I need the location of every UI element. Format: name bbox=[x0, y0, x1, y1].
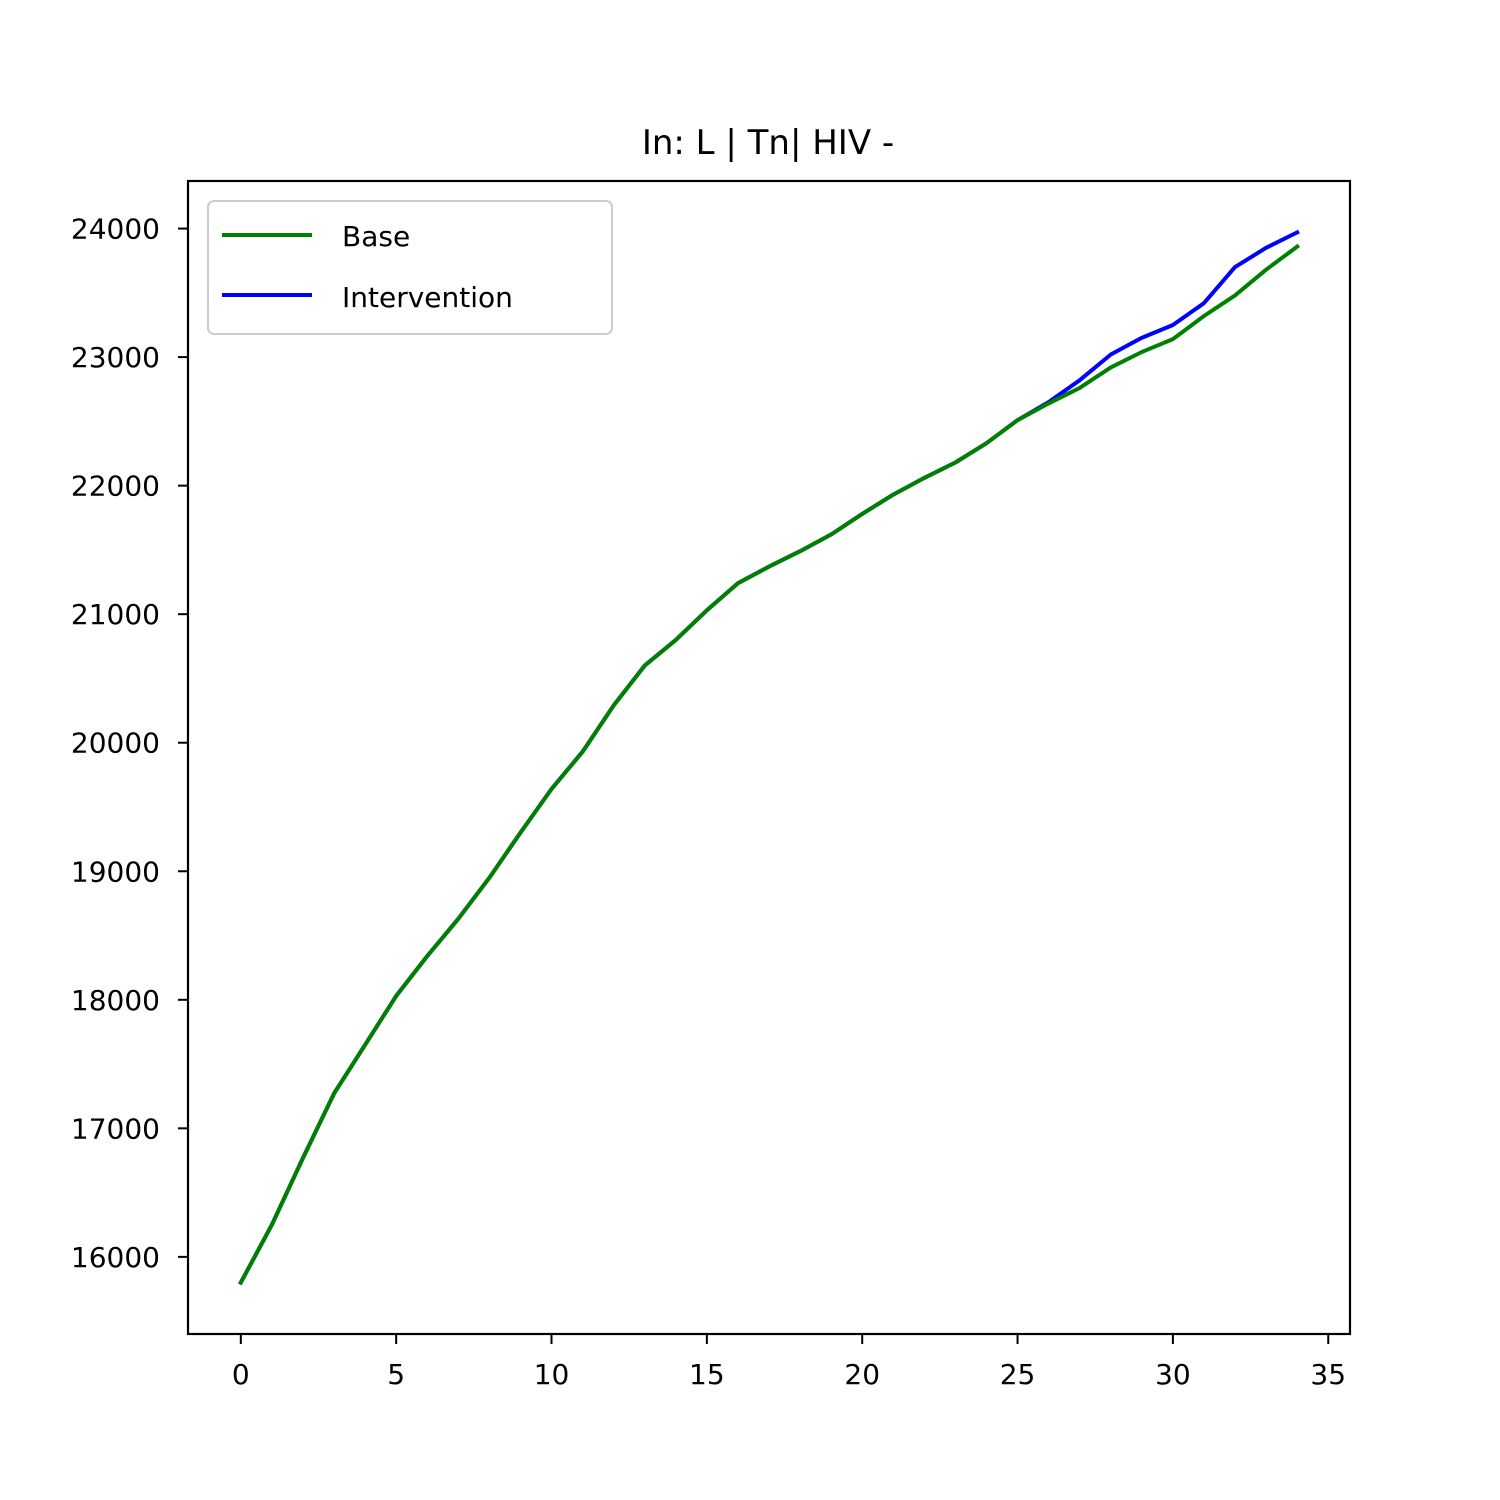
x-axis: 0 5 10 15 20 25 30 35 bbox=[232, 1334, 1346, 1391]
x-tick-label-25: 25 bbox=[1000, 1358, 1036, 1391]
y-tick-label-23000: 23000 bbox=[71, 341, 160, 374]
series-line-intervention bbox=[238, 229, 1300, 1286]
chart-title: In: L | Tn| HIV - bbox=[642, 123, 894, 163]
legend-label-base: Base bbox=[342, 220, 410, 253]
legend-label-intervention: Intervention bbox=[342, 281, 513, 314]
series-line-base bbox=[238, 243, 1300, 1286]
series-layer bbox=[238, 229, 1300, 1286]
plot-area-frame bbox=[186, 179, 1352, 1336]
x-tick-label-5: 5 bbox=[387, 1358, 405, 1391]
y-tick-label-21000: 21000 bbox=[71, 598, 160, 631]
y-axis: 16000 17000 18000 19000 20000 21000 22000 23000… bbox=[71, 213, 188, 1274]
x-tick-label-0: 0 bbox=[232, 1358, 250, 1391]
y-tick-label-22000: 22000 bbox=[71, 470, 160, 503]
y-tick-label-19000: 19000 bbox=[71, 855, 160, 888]
x-tick-label-20: 20 bbox=[844, 1358, 880, 1391]
y-tick-label-16000: 16000 bbox=[71, 1241, 160, 1274]
x-tick-label-10: 10 bbox=[534, 1358, 570, 1391]
y-tick-label-18000: 18000 bbox=[71, 984, 160, 1017]
y-tick-label-20000: 20000 bbox=[71, 727, 160, 760]
x-tick-label-35: 35 bbox=[1310, 1358, 1346, 1391]
x-tick-label-15: 15 bbox=[689, 1358, 725, 1391]
legend: Base Intervention bbox=[207, 200, 613, 335]
y-tick-label-17000: 17000 bbox=[71, 1112, 160, 1145]
y-tick-label-24000: 24000 bbox=[71, 213, 160, 246]
x-tick-label-30: 30 bbox=[1155, 1358, 1191, 1391]
